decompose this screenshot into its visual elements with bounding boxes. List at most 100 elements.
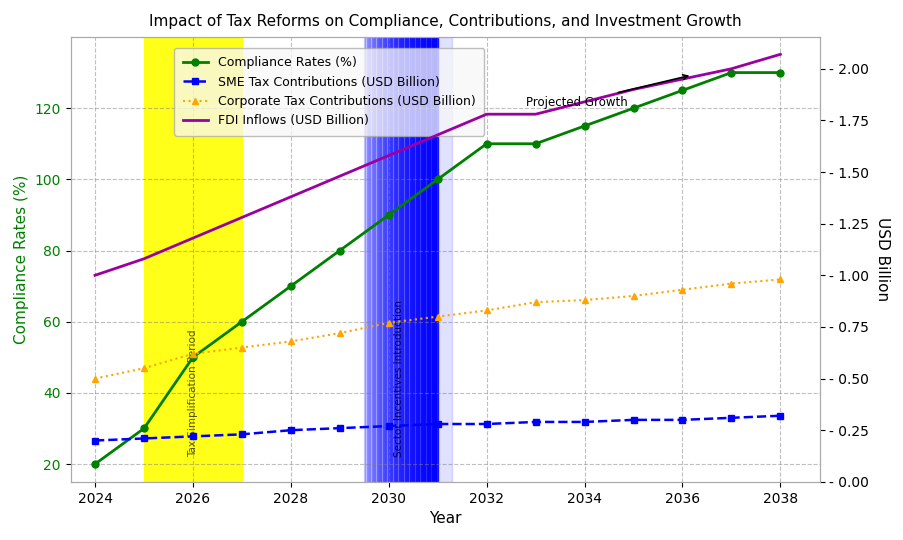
SME Tax Contributions (USD Billion) (579, 418, 590, 425)
Compliance Rates (%) (187, 354, 198, 361)
Compliance Rates (%) (676, 87, 687, 93)
Line: SME Tax Contributions (USD Billion): SME Tax Contributions (USD Billion) (91, 412, 783, 444)
SME Tax Contributions (USD Billion) (529, 418, 540, 425)
Bar (396, 37, 397, 482)
Compliance Rates (%) (480, 140, 491, 147)
Bar (376, 37, 377, 482)
SME Tax Contributions (USD Billion) (774, 413, 785, 419)
Bar (389, 37, 391, 482)
Bar (399, 37, 401, 482)
Bar (367, 37, 368, 482)
Corporate Tax Contributions (USD Billion) (237, 345, 247, 351)
SME Tax Contributions (USD Billion) (138, 435, 149, 442)
Bar (402, 37, 403, 482)
Bar (418, 37, 419, 482)
Bar (403, 37, 405, 482)
Bar (437, 37, 452, 482)
Bar (436, 37, 437, 482)
Corporate Tax Contributions (USD Billion) (676, 287, 687, 293)
Bar (371, 37, 372, 482)
X-axis label: Year: Year (428, 511, 461, 526)
Line: Compliance Rates (%): Compliance Rates (%) (91, 69, 783, 468)
Corporate Tax Contributions (USD Billion) (480, 307, 491, 314)
Bar (401, 37, 402, 482)
Compliance Rates (%) (579, 123, 590, 129)
Corporate Tax Contributions (USD Billion) (187, 350, 198, 357)
Bar (426, 37, 427, 482)
Corporate Tax Contributions (USD Billion) (432, 313, 442, 320)
SME Tax Contributions (USD Billion) (383, 423, 394, 429)
Bar (386, 37, 387, 482)
FDI Inflows (USD Billion) (187, 235, 198, 241)
SME Tax Contributions (USD Billion) (676, 417, 687, 423)
Bar (388, 37, 389, 482)
Bar (414, 37, 415, 482)
FDI Inflows (USD Billion) (725, 65, 736, 72)
Bar (409, 37, 410, 482)
Title: Impact of Tax Reforms on Compliance, Contributions, and Investment Growth: Impact of Tax Reforms on Compliance, Con… (149, 14, 740, 29)
Bar (416, 37, 418, 482)
Bar (364, 37, 365, 482)
SME Tax Contributions (USD Billion) (432, 421, 442, 427)
Corporate Tax Contributions (USD Billion) (138, 365, 149, 372)
Corporate Tax Contributions (USD Billion) (579, 297, 590, 303)
Compliance Rates (%) (432, 176, 442, 183)
Bar (385, 37, 386, 482)
Corporate Tax Contributions (USD Billion) (89, 375, 100, 382)
SME Tax Contributions (USD Billion) (334, 425, 345, 431)
Y-axis label: Compliance Rates (%): Compliance Rates (%) (14, 175, 29, 344)
Line: FDI Inflows (USD Billion): FDI Inflows (USD Billion) (95, 55, 779, 275)
Corporate Tax Contributions (USD Billion) (774, 276, 785, 282)
Bar (368, 37, 370, 482)
Bar (392, 37, 393, 482)
Text: Sector Incentives Introduction: Sector Incentives Introduction (393, 300, 403, 457)
Bar (397, 37, 398, 482)
Bar (410, 37, 412, 482)
FDI Inflows (USD Billion) (529, 111, 540, 117)
Compliance Rates (%) (237, 319, 247, 325)
Bar (381, 37, 382, 482)
Bar (393, 37, 395, 482)
Corporate Tax Contributions (USD Billion) (334, 330, 345, 336)
Corporate Tax Contributions (USD Billion) (725, 280, 736, 287)
Bar (374, 37, 375, 482)
FDI Inflows (USD Billion) (334, 173, 345, 179)
Bar (408, 37, 409, 482)
Line: Corporate Tax Contributions (USD Billion): Corporate Tax Contributions (USD Billion… (91, 276, 783, 382)
Bar (419, 37, 420, 482)
Bar (378, 37, 380, 482)
Bar (405, 37, 406, 482)
Legend: Compliance Rates (%), SME Tax Contributions (USD Billion), Corporate Tax Contrib: Compliance Rates (%), SME Tax Contributi… (174, 48, 484, 136)
FDI Inflows (USD Billion) (628, 86, 638, 93)
FDI Inflows (USD Billion) (432, 132, 442, 138)
SME Tax Contributions (USD Billion) (285, 427, 296, 434)
SME Tax Contributions (USD Billion) (89, 437, 100, 444)
SME Tax Contributions (USD Billion) (628, 417, 638, 423)
Bar (365, 37, 367, 482)
FDI Inflows (USD Billion) (237, 214, 247, 221)
Bar (384, 37, 385, 482)
Bar (377, 37, 378, 482)
Bar (434, 37, 436, 482)
Bar (431, 37, 433, 482)
Corporate Tax Contributions (USD Billion) (285, 338, 296, 345)
Bar (406, 37, 408, 482)
FDI Inflows (USD Billion) (285, 193, 296, 200)
Corporate Tax Contributions (USD Billion) (383, 320, 394, 326)
SME Tax Contributions (USD Billion) (725, 415, 736, 421)
Bar (372, 37, 374, 482)
FDI Inflows (USD Billion) (138, 255, 149, 262)
Bar (382, 37, 384, 482)
FDI Inflows (USD Billion) (383, 152, 394, 159)
Bar (420, 37, 422, 482)
Bar (427, 37, 429, 482)
Compliance Rates (%) (383, 212, 394, 218)
Bar (395, 37, 396, 482)
FDI Inflows (USD Billion) (676, 76, 687, 82)
FDI Inflows (USD Billion) (774, 51, 785, 58)
Bar (412, 37, 413, 482)
Bar (429, 37, 430, 482)
Bar (391, 37, 392, 482)
SME Tax Contributions (USD Billion) (187, 433, 198, 440)
Bar (425, 37, 426, 482)
